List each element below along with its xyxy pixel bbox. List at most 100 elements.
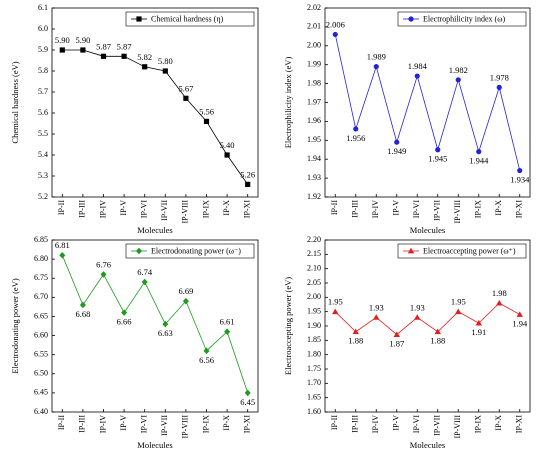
y-tick-label: 1.70 — [307, 378, 321, 387]
y-tick-label: 5.4 — [38, 150, 48, 159]
value-label: 2.006 — [326, 19, 345, 29]
point — [332, 31, 338, 38]
y-tick-label: 1.65 — [307, 392, 321, 401]
point — [496, 299, 503, 306]
point — [183, 95, 189, 101]
value-label: 6.56 — [199, 355, 214, 365]
point — [245, 181, 251, 187]
x-tick-label: IP-IX — [201, 200, 210, 218]
y-tick-label: 1.75 — [307, 364, 321, 373]
y-tick-label: 6.40 — [34, 407, 48, 416]
y-tick-label: 1.60 — [307, 407, 321, 416]
plot-frame — [324, 239, 531, 413]
y-tick-label: 6.65 — [34, 311, 48, 320]
point — [80, 47, 86, 53]
x-tick-label: IP-VII — [433, 200, 442, 221]
value-label: 1.93 — [410, 302, 425, 312]
y-tick-label: 2.00 — [307, 41, 321, 50]
point — [59, 251, 66, 259]
point — [435, 147, 441, 153]
point — [352, 328, 359, 335]
legend-label: Chemical hardness (η) — [151, 14, 223, 23]
series-line — [334, 34, 521, 171]
plot-frame — [324, 7, 531, 198]
y-tick-label: 5.8 — [38, 66, 48, 75]
value-label: 5.56 — [199, 106, 214, 116]
y-tick-label: 2.01 — [307, 22, 321, 31]
point — [100, 271, 107, 278]
x-tick-label: IP-VI — [140, 200, 149, 219]
value-label: 5.87 — [96, 41, 111, 51]
y-tick-label: 1.98 — [307, 78, 321, 87]
value-label: 5.90 — [75, 35, 90, 45]
legend-box — [125, 11, 255, 27]
value-label: 1.95 — [451, 297, 466, 307]
y-tick-label: 2.02 — [307, 3, 321, 12]
plot-frame — [51, 7, 259, 198]
x-tick-label: IP-II — [330, 200, 339, 215]
y-tick-label: 2.05 — [307, 278, 321, 287]
point — [475, 319, 482, 326]
point — [455, 308, 462, 315]
value-label: 1.93 — [369, 302, 384, 312]
x-tick-label: IP-II — [330, 415, 339, 430]
value-label: 6.66 — [117, 317, 132, 327]
value-label: 5.87 — [117, 41, 132, 51]
x-tick-label: IP-V — [392, 200, 401, 216]
legend-label: Electrodonating power (ω⁻) — [151, 246, 241, 255]
x-axis-label: Molecules — [137, 440, 172, 450]
y-tick-label: 1.95 — [307, 306, 321, 315]
y-axis-label: Chemical hardness (eV) — [10, 61, 20, 143]
y-axis-label: Electrodonating power (eV) — [10, 278, 20, 374]
legend-label: Electrophilicity index (ω) — [423, 14, 505, 23]
y-tick-label: 5.9 — [38, 45, 48, 54]
x-tick-label: IP-IX — [201, 415, 210, 433]
value-label: 1.949 — [387, 146, 406, 156]
x-tick-label: IP-VII — [433, 415, 442, 436]
value-label: 1.95 — [328, 297, 343, 307]
point — [516, 311, 523, 317]
y-tick-label: 5.3 — [38, 171, 48, 180]
y-tick-label: 1.80 — [307, 349, 321, 358]
point — [162, 320, 169, 328]
y-tick-label: 6.50 — [34, 369, 48, 378]
point — [353, 126, 359, 132]
legend-marker — [407, 247, 415, 254]
point — [100, 53, 107, 59]
point — [434, 328, 441, 335]
point — [79, 301, 86, 309]
point — [141, 278, 148, 286]
value-label: 5.90 — [55, 35, 70, 45]
y-tick-label: 2.20 — [307, 235, 321, 244]
value-label: 6.69 — [178, 286, 193, 296]
x-tick-label: IP-VIII — [453, 200, 462, 224]
y-tick-label: 1.94 — [307, 154, 321, 163]
point — [182, 297, 189, 305]
x-tick-label: IP-X — [494, 200, 503, 216]
value-label: 1.88 — [348, 336, 363, 346]
x-tick-label: IP-IX — [474, 200, 483, 218]
point — [455, 77, 461, 83]
x-tick-label: IP-VIII — [453, 415, 462, 439]
x-tick-label: IP-III — [78, 415, 87, 433]
y-tick-label: 1.99 — [307, 60, 321, 69]
point — [414, 73, 420, 79]
point — [496, 84, 502, 90]
legend-box — [397, 243, 527, 259]
point — [373, 63, 379, 70]
legend-label: Electroaccepting power (ω⁺) — [423, 246, 516, 255]
y-tick-label: 1.92 — [307, 192, 321, 201]
value-label: 1.945 — [428, 154, 447, 164]
x-tick-label: IP-VIII — [181, 415, 190, 439]
y-tick-label: 6.60 — [34, 330, 48, 339]
x-tick-label: IP-II — [57, 200, 66, 215]
y-tick-label: 6.80 — [34, 254, 48, 263]
y-axis-label: Electroaccepting power (eV) — [283, 277, 293, 375]
x-tick-label: IP-VII — [160, 415, 169, 436]
value-label: 1.984 — [408, 61, 428, 71]
y-tick-label: 1.85 — [307, 335, 321, 344]
value-label: 6.81 — [55, 240, 70, 250]
legend-marker — [136, 16, 142, 22]
point — [224, 328, 231, 336]
point — [393, 331, 400, 337]
